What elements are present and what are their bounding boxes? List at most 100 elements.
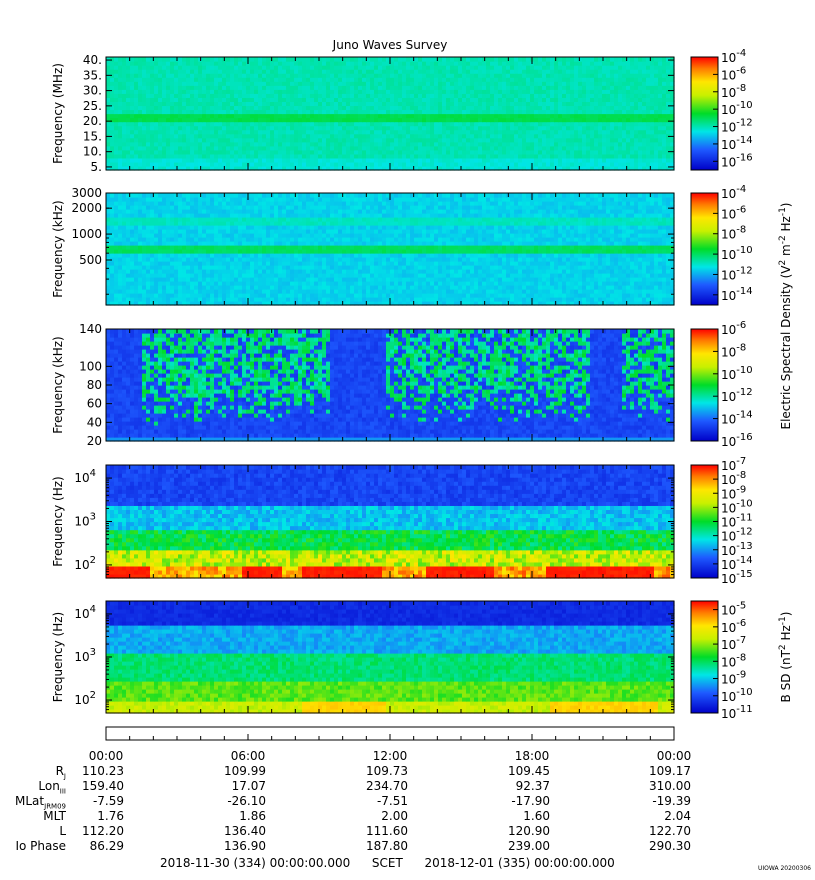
- heatmap-cell: [670, 77, 675, 82]
- heatmap-cell: [502, 301, 507, 306]
- heatmap-cell: [426, 97, 431, 102]
- heatmap-cell: [474, 57, 479, 62]
- heatmap-cell: [466, 113, 471, 119]
- heatmap-cell: [246, 117, 251, 123]
- heatmap-cell: [298, 285, 303, 290]
- heatmap-cell: [358, 81, 363, 86]
- heatmap-cell: [134, 145, 139, 151]
- heatmap-cell: [354, 165, 359, 171]
- heatmap-cell: [218, 97, 223, 102]
- heatmap-cell: [266, 85, 271, 90]
- heatmap-cell: [642, 77, 647, 82]
- heatmap-cell: [166, 57, 171, 62]
- heatmap-cell: [526, 85, 531, 90]
- heatmap-cell: [438, 301, 443, 306]
- heatmap-cell: [194, 157, 199, 163]
- heatmap-cell: [186, 77, 191, 82]
- heatmap-cell: [238, 293, 243, 298]
- heatmap-cell: [646, 289, 651, 294]
- heatmap-cell: [362, 77, 367, 82]
- heatmap-cell: [662, 129, 667, 135]
- heatmap-cell: [666, 121, 671, 127]
- heatmap-cell: [234, 65, 239, 70]
- heatmap-cell: [254, 105, 259, 111]
- heatmap-cell: [650, 145, 655, 151]
- heatmap-cell: [502, 153, 507, 159]
- heatmap-cell: [214, 93, 219, 98]
- heatmap-cell: [542, 293, 547, 298]
- heatmap-cell: [534, 77, 539, 82]
- heatmap-cell: [506, 153, 511, 159]
- heatmap-cell: [578, 89, 583, 94]
- heatmap-cell: [398, 93, 403, 98]
- heatmap-cell: [162, 69, 167, 74]
- heatmap-cell: [382, 89, 387, 94]
- heatmap-cell: [666, 77, 671, 82]
- heatmap-cell: [478, 157, 483, 163]
- heatmap-cell: [158, 133, 163, 139]
- heatmap-cell: [486, 129, 491, 135]
- heatmap-cell: [642, 121, 647, 127]
- heatmap-cell: [250, 113, 255, 119]
- heatmap-cell: [542, 149, 547, 155]
- heatmap-cell: [510, 293, 515, 298]
- heatmap-cell: [366, 61, 371, 66]
- heatmap-cell: [486, 281, 491, 286]
- heatmap-cell: [154, 297, 159, 302]
- heatmap-cell: [354, 97, 359, 102]
- heatmap-cell: [554, 113, 559, 119]
- heatmap-cell: [662, 161, 667, 167]
- heatmap-cell: [522, 65, 527, 70]
- heatmap-cell: [126, 97, 131, 102]
- heatmap-cell: [142, 101, 147, 107]
- heatmap-cell: [190, 81, 195, 86]
- heatmap-cell: [378, 141, 383, 147]
- heatmap-cell: [198, 89, 203, 94]
- heatmap-cell: [366, 165, 371, 171]
- heatmap-cell: [466, 141, 471, 147]
- heatmap-cell: [638, 113, 643, 119]
- heatmap-cell: [582, 281, 587, 286]
- heatmap-cell: [446, 65, 451, 70]
- heatmap-cell: [598, 109, 603, 115]
- heatmap-cell: [346, 113, 351, 119]
- heatmap-cell: [546, 105, 551, 111]
- heatmap-cell: [538, 65, 543, 70]
- heatmap-cell: [410, 297, 415, 302]
- heatmap-cell: [490, 149, 495, 155]
- heatmap-cell: [670, 153, 675, 159]
- heatmap-cell: [450, 165, 455, 171]
- heatmap-cell: [498, 77, 503, 82]
- heatmap-cell: [438, 137, 443, 143]
- heatmap-cell: [138, 77, 143, 82]
- heatmap-cell: [290, 101, 295, 107]
- heatmap-cell: [194, 165, 199, 171]
- heatmap-cell: [414, 77, 419, 82]
- heatmap-cell: [366, 97, 371, 102]
- heatmap-cell: [578, 121, 583, 127]
- heatmap-cell: [174, 153, 179, 159]
- heatmap-cell: [518, 89, 523, 94]
- heatmap-cell: [410, 293, 415, 298]
- heatmap-cell: [270, 109, 275, 115]
- heatmap-cell: [202, 277, 207, 282]
- heatmap-cell: [162, 61, 167, 66]
- heatmap-cell: [506, 93, 511, 98]
- heatmap-cell: [578, 161, 583, 167]
- heatmap-cell: [238, 57, 243, 62]
- heatmap-cell: [486, 145, 491, 151]
- heatmap-cell: [310, 85, 315, 90]
- heatmap-cell: [598, 125, 603, 131]
- heatmap-cell: [206, 101, 211, 107]
- heatmap-cell: [370, 101, 375, 107]
- heatmap-cell: [562, 97, 567, 102]
- heatmap-cell: [266, 285, 271, 290]
- heatmap-cell: [146, 89, 151, 94]
- heatmap-cell: [558, 121, 563, 127]
- heatmap-cell: [342, 85, 347, 90]
- heatmap-cell: [362, 97, 367, 102]
- heatmap-cell: [234, 117, 239, 123]
- heatmap-cell: [442, 285, 447, 290]
- heatmap-cell: [390, 301, 395, 306]
- heatmap-cell: [606, 113, 611, 119]
